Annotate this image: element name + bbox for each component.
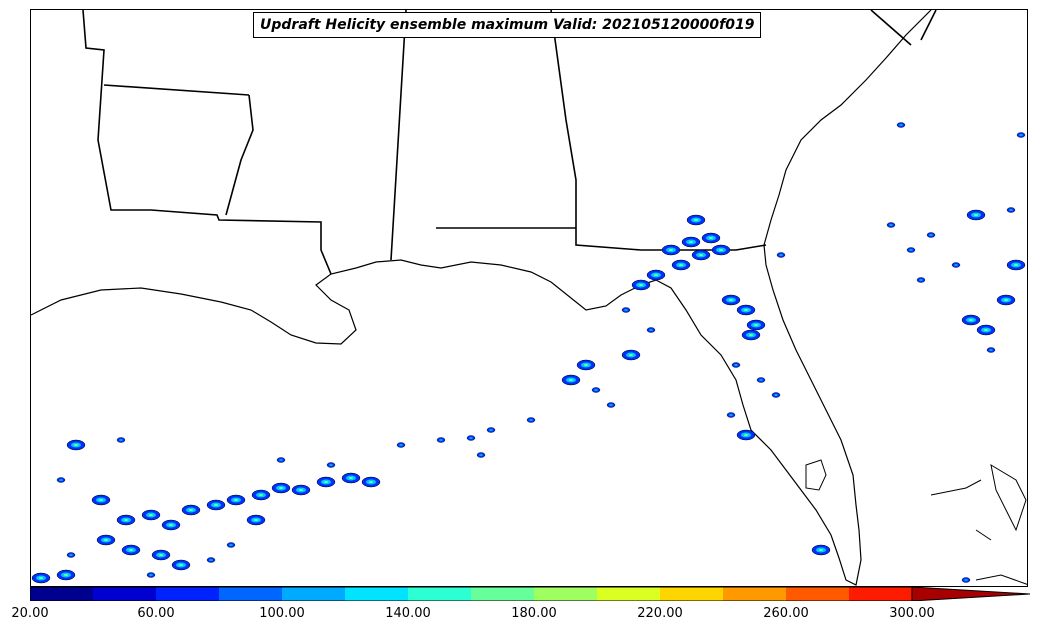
colorbar-tick-label: 180.00 [511,606,557,621]
colorbar-segment [345,587,409,601]
helicity-cells [31,122,1026,584]
colorbar-segment [471,587,535,601]
lake-okeechobee [805,459,827,491]
colorbar-tick-label: 60.00 [137,606,175,621]
colorbar-segment [282,587,346,601]
colorbar-segment [534,587,598,601]
gulf-coastline [31,10,932,586]
colorbar-tick-label: 220.00 [637,606,683,621]
map-panel [30,9,1028,587]
colorbar-segment [849,587,913,601]
map-canvas [31,10,1027,586]
colorbar-extend-arrow [911,587,1030,601]
colorbar-tick-label: 20.00 [11,606,49,621]
colorbar-tick-label: 140.00 [385,606,431,621]
colorbar-segment [156,587,220,601]
cuba-outline [975,574,1027,585]
colorbar-tick-label: 300.00 [889,606,935,621]
colorbar-segment [660,587,724,601]
colorbar-segment [408,587,472,601]
colorbar-segment [219,587,283,601]
state-borders [82,10,937,275]
colorbar-segment [93,587,157,601]
map-title: Updraft Helicity ensemble maximum Valid:… [253,12,762,38]
bahamas-outline [930,463,1027,541]
colorbar-segment [30,587,94,601]
colorbar-segment [723,587,787,601]
colorbar-segment [786,587,850,601]
colorbar [30,587,1030,601]
colorbar-segment [597,587,661,601]
colorbar-tick-label: 100.00 [259,606,305,621]
colorbar-tick-label: 260.00 [763,606,809,621]
